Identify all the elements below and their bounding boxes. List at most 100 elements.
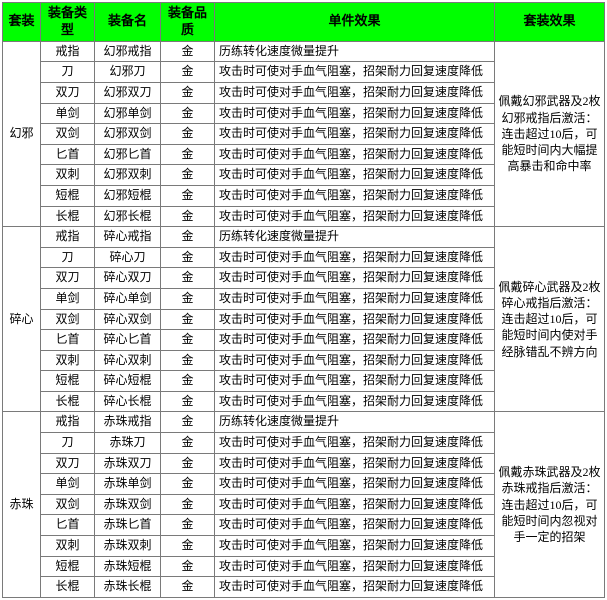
cell-quality: 金	[161, 62, 215, 83]
cell-quality: 金	[161, 227, 215, 248]
cell-equip-type: 戒指	[41, 412, 95, 433]
cell-quality: 金	[161, 515, 215, 536]
cell-equip-name: 幻邪刀	[95, 62, 161, 83]
cell-set-name: 碎心	[3, 227, 41, 412]
cell-equip-name: 幻邪双刺	[95, 165, 161, 186]
cell-equip-name: 碎心匕首	[95, 330, 161, 351]
cell-equip-name: 赤珠匕首	[95, 515, 161, 536]
cell-equip-name: 幻邪双剑	[95, 124, 161, 145]
cell-equip-name: 赤珠刀	[95, 433, 161, 454]
cell-item-effect: 攻击时可使对手血气阻塞，招架耐力回复速度降低	[215, 330, 495, 351]
cell-equip-name: 赤珠戒指	[95, 412, 161, 433]
cell-equip-type: 长棍	[41, 577, 95, 598]
cell-equip-type: 匕首	[41, 144, 95, 165]
cell-equip-type: 刀	[41, 247, 95, 268]
cell-quality: 金	[161, 412, 215, 433]
cell-item-effect: 攻击时可使对手血气阻塞，招架耐力回复速度降低	[215, 103, 495, 124]
cell-item-effect: 攻击时可使对手血气阻塞，招架耐力回复速度降低	[215, 515, 495, 536]
cell-quality: 金	[161, 41, 215, 62]
table-row: 赤珠戒指赤珠戒指金历练转化速度微量提升佩戴赤珠武器及2枚赤珠戒指后激活：连击超过…	[3, 412, 605, 433]
cell-equip-type: 刀	[41, 433, 95, 454]
cell-item-effect: 攻击时可使对手血气阻塞，招架耐力回复速度降低	[215, 185, 495, 206]
cell-equip-type: 双刺	[41, 350, 95, 371]
cell-equip-type: 双刺	[41, 165, 95, 186]
cell-quality: 金	[161, 474, 215, 495]
cell-item-effect: 攻击时可使对手血气阻塞，招架耐力回复速度降低	[215, 350, 495, 371]
cell-equip-name: 赤珠长棍	[95, 577, 161, 598]
cell-quality: 金	[161, 433, 215, 454]
cell-quality: 金	[161, 185, 215, 206]
cell-quality: 金	[161, 391, 215, 412]
cell-equip-type: 长棍	[41, 206, 95, 227]
equipment-table: 套装 装备类型 装备名 装备品质 单件效果 套装效果 幻邪戒指幻邪戒指金历练转化…	[2, 2, 605, 598]
cell-equip-type: 单剑	[41, 103, 95, 124]
cell-equip-name: 碎心短棍	[95, 371, 161, 392]
cell-equip-name: 碎心双刺	[95, 350, 161, 371]
cell-item-effect: 攻击时可使对手血气阻塞，招架耐力回复速度降低	[215, 268, 495, 289]
cell-item-effect: 攻击时可使对手血气阻塞，招架耐力回复速度降低	[215, 474, 495, 495]
cell-equip-name: 碎心双刀	[95, 268, 161, 289]
cell-equip-type: 双刺	[41, 536, 95, 557]
cell-equip-name: 赤珠双刺	[95, 536, 161, 557]
cell-quality: 金	[161, 165, 215, 186]
table-header-row: 套装 装备类型 装备名 装备品质 单件效果 套装效果	[3, 3, 605, 42]
cell-equip-type: 匕首	[41, 515, 95, 536]
cell-equip-name: 碎心单剑	[95, 288, 161, 309]
cell-set-effect: 佩戴碎心武器及2枚碎心戒指后激活：连击超过10后，可能短时间内使对手经脉错乱不辨…	[495, 227, 605, 412]
cell-equip-name: 碎心长棍	[95, 391, 161, 412]
cell-equip-type: 双剑	[41, 124, 95, 145]
cell-quality: 金	[161, 82, 215, 103]
cell-equip-type: 单剑	[41, 288, 95, 309]
cell-quality: 金	[161, 124, 215, 145]
cell-quality: 金	[161, 247, 215, 268]
cell-equip-type: 匕首	[41, 330, 95, 351]
cell-equip-name: 幻邪戒指	[95, 41, 161, 62]
cell-quality: 金	[161, 494, 215, 515]
cell-item-effect: 攻击时可使对手血气阻塞，招架耐力回复速度降低	[215, 82, 495, 103]
cell-equip-type: 短棍	[41, 185, 95, 206]
cell-equip-name: 赤珠双刀	[95, 453, 161, 474]
table-row: 幻邪戒指幻邪戒指金历练转化速度微量提升佩戴幻邪武器及2枚幻邪戒指后激活：连击超过…	[3, 41, 605, 62]
cell-equip-type: 单剑	[41, 474, 95, 495]
cell-set-effect: 佩戴幻邪武器及2枚幻邪戒指后激活：连击超过10后，可能短时间内大幅提高暴击和命中…	[495, 41, 605, 226]
cell-item-effect: 攻击时可使对手血气阻塞，招架耐力回复速度降低	[215, 536, 495, 557]
header-name: 装备名	[95, 3, 161, 42]
cell-item-effect: 攻击时可使对手血气阻塞，招架耐力回复速度降低	[215, 371, 495, 392]
cell-quality: 金	[161, 330, 215, 351]
header-type: 装备类型	[41, 3, 95, 42]
cell-item-effect: 攻击时可使对手血气阻塞，招架耐力回复速度降低	[215, 288, 495, 309]
cell-equip-type: 双刀	[41, 453, 95, 474]
cell-equip-type: 短棍	[41, 371, 95, 392]
cell-set-name: 幻邪	[3, 41, 41, 226]
cell-quality: 金	[161, 103, 215, 124]
cell-equip-type: 戒指	[41, 227, 95, 248]
cell-item-effect: 攻击时可使对手血气阻塞，招架耐力回复速度降低	[215, 391, 495, 412]
cell-item-effect: 攻击时可使对手血气阻塞，招架耐力回复速度降低	[215, 144, 495, 165]
header-effect: 单件效果	[215, 3, 495, 42]
cell-equip-type: 双剑	[41, 309, 95, 330]
cell-quality: 金	[161, 371, 215, 392]
cell-equip-type: 双刀	[41, 82, 95, 103]
cell-equip-type: 双刀	[41, 268, 95, 289]
cell-equip-type: 短棍	[41, 556, 95, 577]
cell-equip-name: 碎心双剑	[95, 309, 161, 330]
header-seteffect: 套装效果	[495, 3, 605, 42]
cell-equip-name: 幻邪单剑	[95, 103, 161, 124]
cell-equip-name: 幻邪长棍	[95, 206, 161, 227]
cell-quality: 金	[161, 268, 215, 289]
header-set: 套装	[3, 3, 41, 42]
cell-equip-type: 刀	[41, 62, 95, 83]
cell-set-effect: 佩戴赤珠武器及2枚赤珠戒指后激活：连击超过10后，可能短时间内忽视对手一定的招架	[495, 412, 605, 597]
cell-equip-type: 长棍	[41, 391, 95, 412]
cell-item-effect: 攻击时可使对手血气阻塞，招架耐力回复速度降低	[215, 165, 495, 186]
cell-item-effect: 攻击时可使对手血气阻塞，招架耐力回复速度降低	[215, 206, 495, 227]
table-row: 碎心戒指碎心戒指金历练转化速度微量提升佩戴碎心武器及2枚碎心戒指后激活：连击超过…	[3, 227, 605, 248]
cell-item-effect: 攻击时可使对手血气阻塞，招架耐力回复速度降低	[215, 494, 495, 515]
cell-item-effect: 历练转化速度微量提升	[215, 227, 495, 248]
cell-quality: 金	[161, 288, 215, 309]
cell-item-effect: 历练转化速度微量提升	[215, 412, 495, 433]
cell-equip-name: 幻邪双刀	[95, 82, 161, 103]
cell-quality: 金	[161, 453, 215, 474]
cell-item-effect: 攻击时可使对手血气阻塞，招架耐力回复速度降低	[215, 247, 495, 268]
cell-equip-name: 赤珠双剑	[95, 494, 161, 515]
